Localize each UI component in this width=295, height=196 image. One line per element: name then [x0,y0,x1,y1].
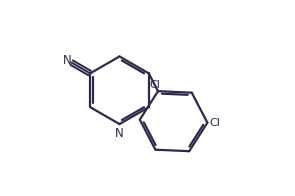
Text: N: N [63,54,72,67]
Text: N: N [115,127,124,140]
Text: Cl: Cl [209,118,220,128]
Text: Cl: Cl [149,80,160,90]
